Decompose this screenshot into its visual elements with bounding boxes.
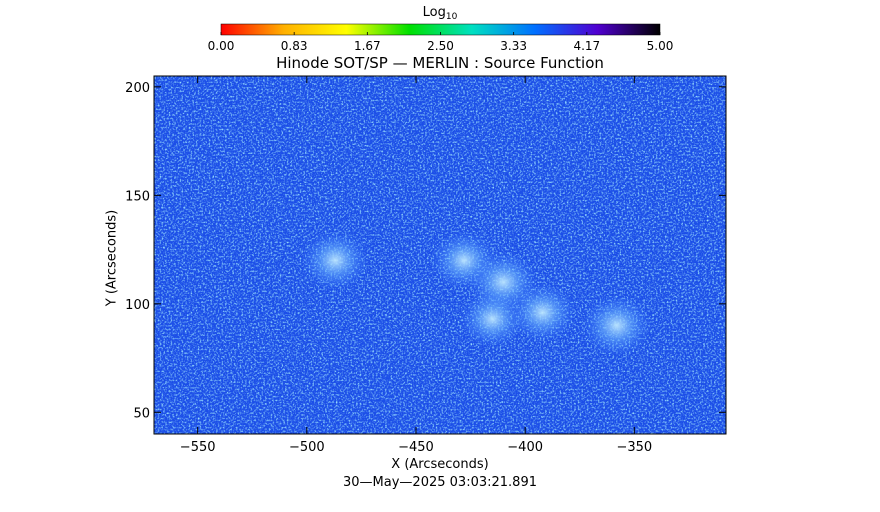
bright-region — [301, 230, 369, 291]
x-tick-label: −550 — [180, 440, 216, 455]
bright-region — [582, 294, 652, 357]
chart-title: Hinode SOT/SP — MERLIN : Source Function — [276, 54, 604, 72]
colorbar-tick-label: 4.17 — [573, 39, 600, 53]
x-tick-label: −400 — [507, 440, 543, 455]
y-axis-label: Y (Arcseconds) — [104, 209, 120, 307]
y-tick-label: 150 — [125, 189, 150, 204]
x-tick-label: −350 — [616, 440, 652, 455]
colorbar-tick-label: 2.50 — [427, 39, 454, 53]
x-axis-label: X (Arcseconds) — [391, 457, 489, 472]
plot-frame — [153, 75, 727, 435]
y-tick-label: 50 — [133, 406, 150, 421]
x-tick-label: −500 — [289, 440, 325, 455]
colorbar-tick-label: 0.00 — [208, 39, 235, 53]
colorbar-tick-label: 3.33 — [500, 39, 527, 53]
y-tick-label: 100 — [125, 298, 150, 313]
x-tick-label: −450 — [398, 440, 434, 455]
colorbar-title: Log10 — [422, 5, 458, 22]
colorbar-tick-label: 5.00 — [647, 39, 674, 53]
colorbar-tick-label: 0.83 — [281, 39, 308, 53]
x-axis: −550 −500 −450 −400 −350 — [180, 76, 652, 455]
timestamp: 30—May—2025 03:03:21.891 — [343, 475, 537, 490]
colorbar-tick-label: 1.67 — [354, 39, 381, 53]
colorbar: 0.00 0.83 1.67 2.50 3.33 4.17 5.00 — [208, 23, 674, 53]
y-tick-label: 200 — [125, 81, 150, 96]
y-axis: 50 100 150 200 — [125, 81, 726, 421]
bright-region — [460, 290, 525, 348]
bright-region — [509, 282, 577, 343]
bright-regions — [301, 230, 652, 357]
